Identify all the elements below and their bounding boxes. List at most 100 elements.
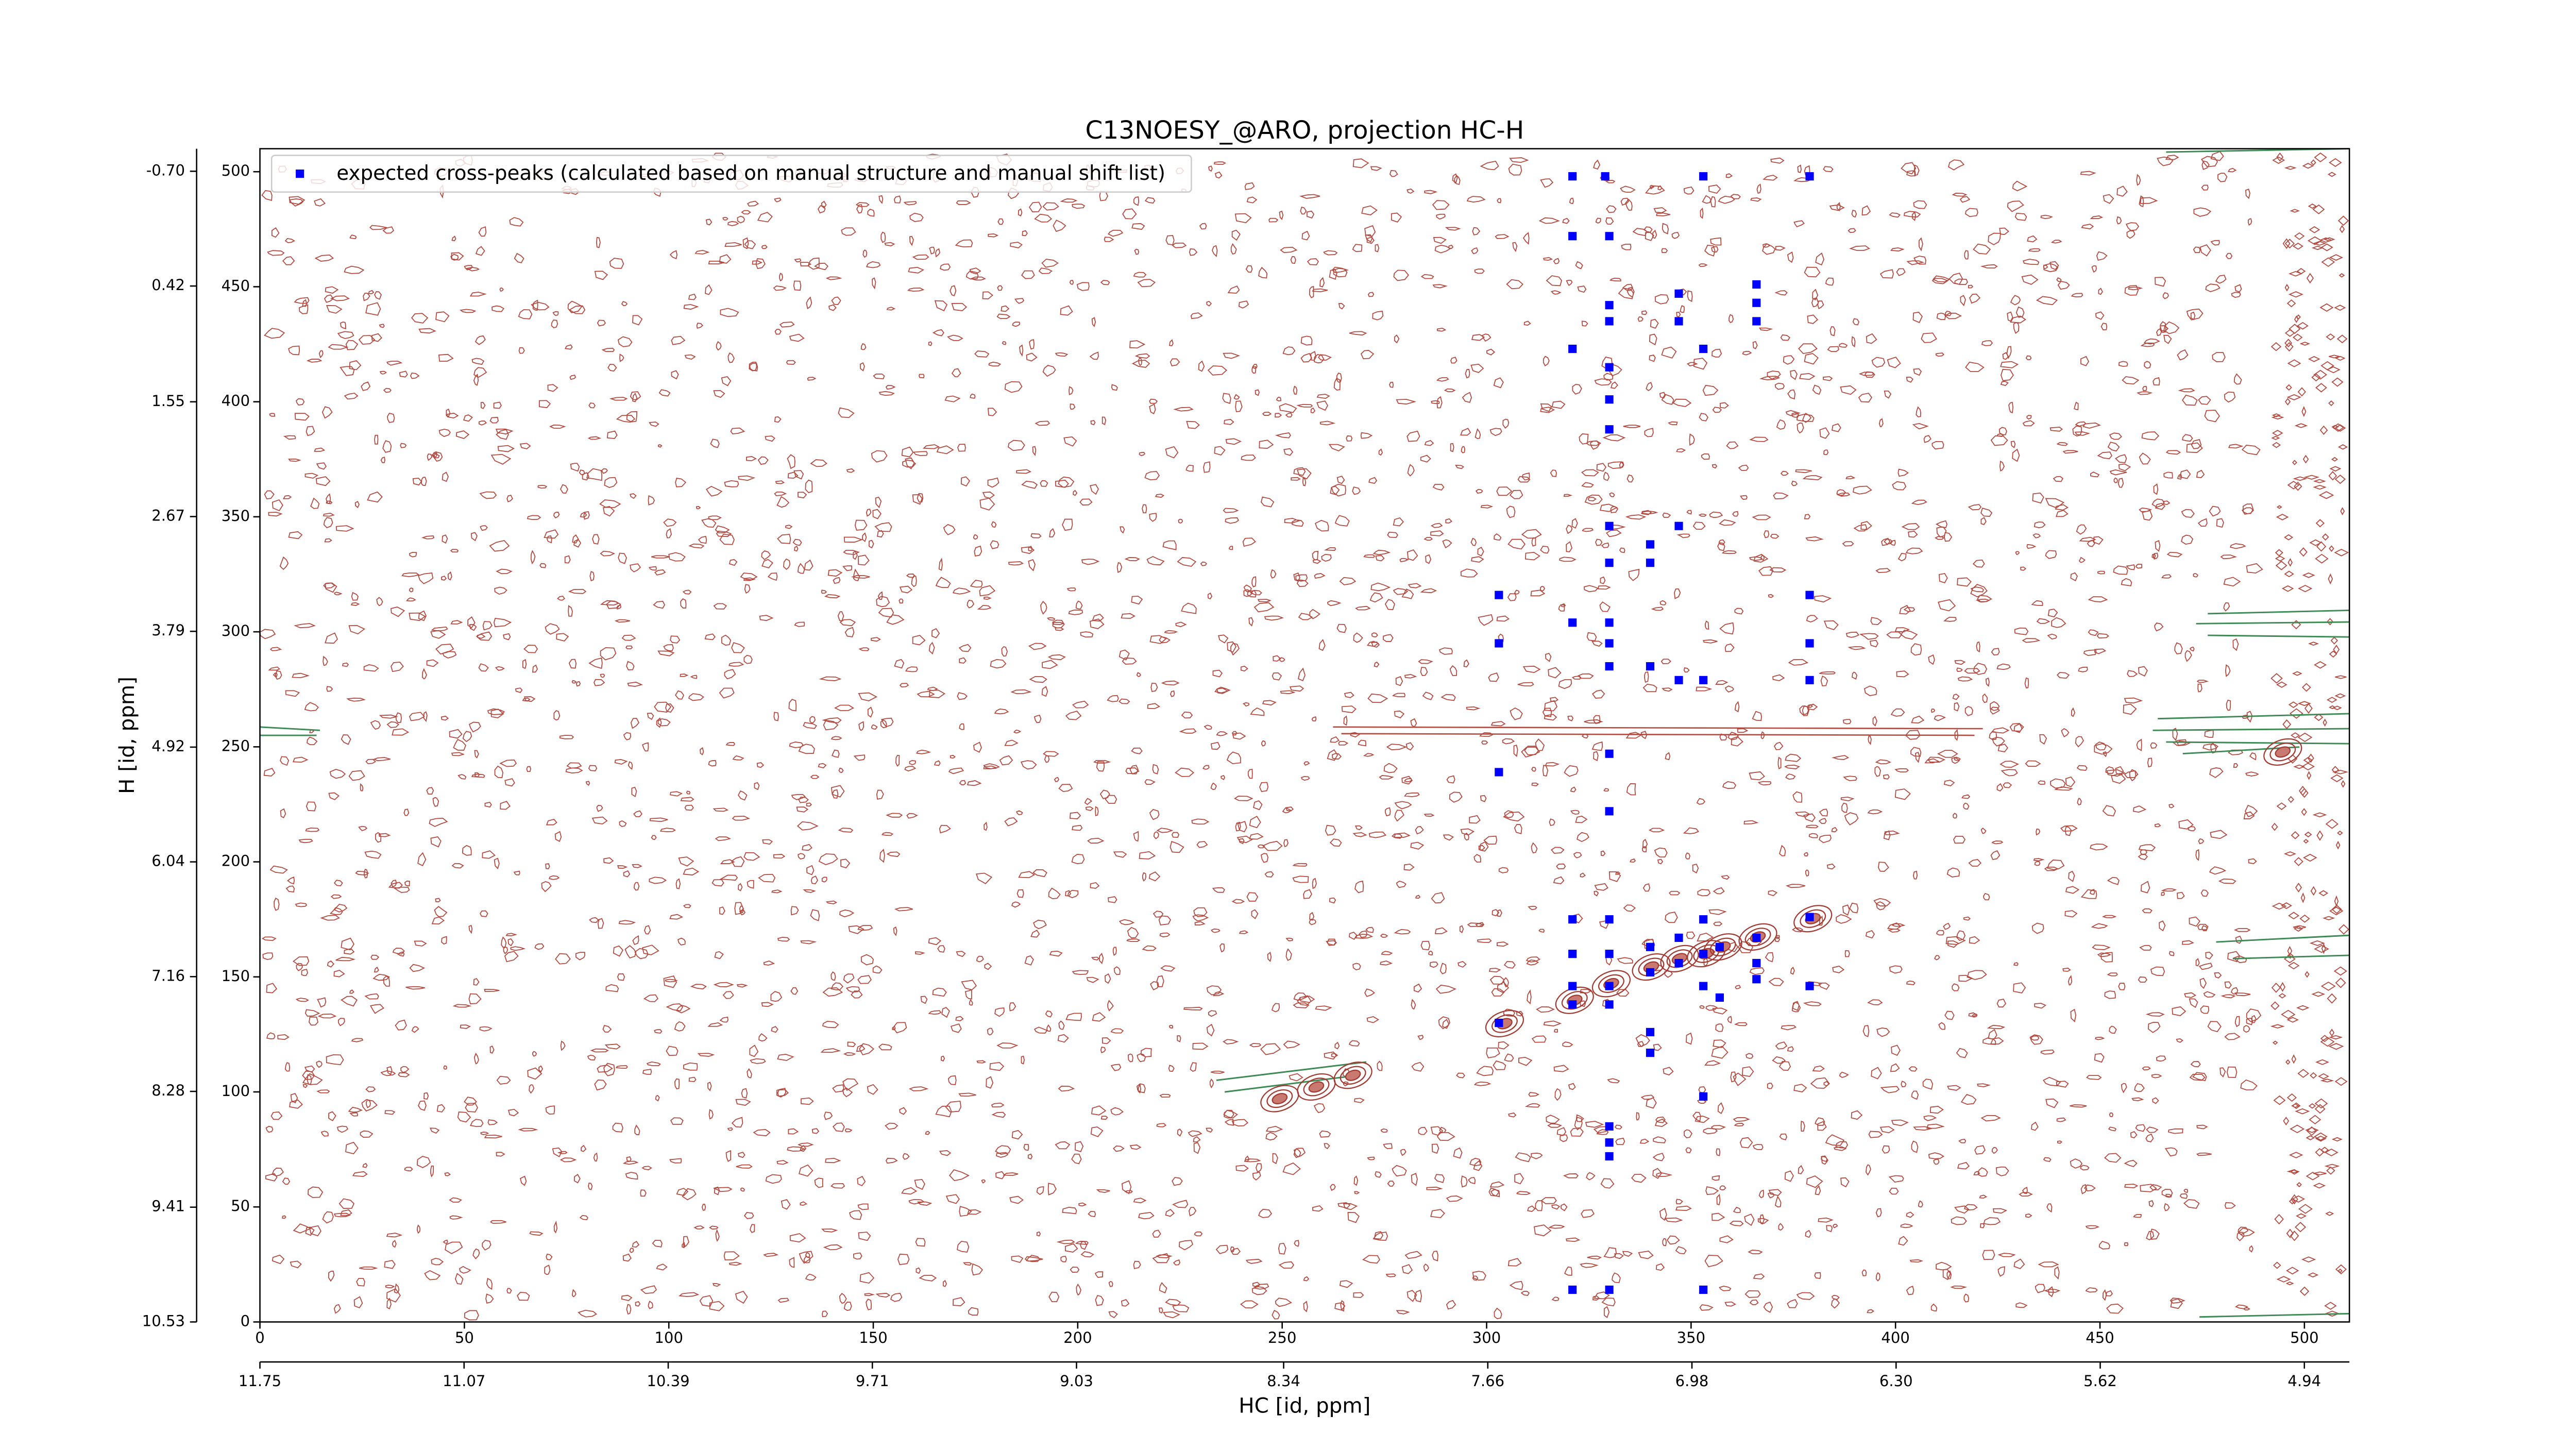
y-tick-label: 100 — [222, 1082, 250, 1100]
y-tick-label: 50 — [231, 1197, 250, 1215]
peak-contour — [2275, 746, 2291, 758]
cross-peak — [1568, 982, 1577, 990]
legend: expected cross-peaks (calculated based o… — [270, 155, 1192, 193]
cross-peak — [1605, 301, 1614, 310]
cross-peak — [1646, 540, 1655, 549]
cross-peak — [1699, 950, 1708, 958]
y-tick-label: 0 — [241, 1312, 250, 1329]
y-tick-label: 250 — [222, 737, 250, 754]
peak-contour — [1333, 1062, 1372, 1089]
cross-peak — [1805, 913, 1814, 921]
cross-peak — [1699, 344, 1708, 353]
cross-peak — [1715, 942, 1724, 951]
x-tick-label: 200 — [1063, 1329, 1092, 1346]
y2-tick-label: 8.28 — [151, 1082, 185, 1099]
x-tick-label: 450 — [2086, 1329, 2114, 1346]
x-tick-label: 350 — [1677, 1329, 1706, 1346]
y-axis-label: H [id, ppm] — [114, 677, 139, 794]
chart-title: C13NOESY_@ARO, projection HC-H — [1086, 116, 1524, 145]
x2-tick-label: 4.94 — [2287, 1372, 2321, 1390]
cross-peak — [1805, 591, 1814, 599]
cross-peak — [1605, 639, 1614, 648]
peak-contour — [1272, 1093, 1288, 1105]
cross-peak — [1605, 982, 1614, 990]
peak-contour — [1709, 937, 1736, 956]
cross-peak — [1568, 1285, 1577, 1294]
y-tick-label: 350 — [222, 507, 250, 525]
x-tick-label: 500 — [2290, 1329, 2319, 1346]
cross-peak — [1646, 1049, 1655, 1057]
cross-peak — [1495, 639, 1503, 648]
legend-label: expected cross-peaks (calculated based o… — [336, 162, 1165, 185]
peak-contour — [1591, 970, 1631, 998]
cross-peak — [1605, 1122, 1614, 1131]
cross-peak — [1605, 807, 1614, 816]
green-contour — [260, 148, 2350, 1318]
x2-tick-label: 9.03 — [1060, 1372, 1093, 1390]
x2-tick-label: 9.71 — [856, 1372, 889, 1390]
x-tick-label: 300 — [1472, 1329, 1501, 1346]
cross-peak — [1605, 915, 1614, 924]
y2-tick-label: 6.04 — [151, 852, 185, 870]
contour-layer — [259, 148, 2350, 1321]
y2-tick-label: 0.42 — [151, 276, 185, 294]
cross-peak — [1605, 521, 1614, 530]
cross-peak — [1495, 768, 1503, 777]
peak-contour — [2263, 738, 2302, 766]
cross-peak — [1699, 915, 1708, 924]
cross-peak — [1646, 662, 1655, 671]
peak-contour — [1598, 974, 1624, 993]
cross-peak — [1605, 232, 1614, 241]
peak-contour — [1561, 991, 1588, 1010]
y2-tick-label: 9.41 — [151, 1198, 185, 1215]
y2-tick-label: -0.70 — [146, 161, 185, 179]
cross-peak — [1699, 1285, 1708, 1294]
x2-tick-label: 6.98 — [1675, 1372, 1709, 1390]
cross-peak — [1674, 317, 1683, 326]
cross-peak — [1605, 317, 1614, 326]
cross-peak — [1805, 676, 1814, 684]
x-tick-label: 50 — [455, 1329, 474, 1346]
cross-peak — [1646, 559, 1655, 567]
cross-peak — [1605, 1138, 1614, 1147]
x2-tick-label: 8.34 — [1267, 1372, 1300, 1390]
cross-peak — [1674, 289, 1683, 298]
cross-peak — [1674, 933, 1683, 942]
cross-peak — [1568, 232, 1577, 241]
cross-peak — [1568, 915, 1577, 924]
x-tick-label: 100 — [654, 1329, 683, 1346]
y2-tick-label: 3.79 — [151, 621, 185, 639]
cross-peak — [1605, 618, 1614, 627]
peak-contour — [1793, 905, 1833, 933]
legend-marker — [296, 170, 304, 178]
cross-peak — [1805, 172, 1814, 181]
peak-contour — [1800, 909, 1826, 928]
peak-contour — [1303, 1077, 1330, 1097]
cross-peak — [1568, 172, 1577, 181]
peak-contour — [1660, 945, 1699, 972]
peak-contour — [1632, 953, 1671, 981]
cross-peak — [1605, 425, 1614, 434]
cross-peak — [1646, 1027, 1655, 1037]
x2-tick-label: 6.30 — [1879, 1372, 1913, 1390]
cross-peak — [1601, 172, 1609, 181]
peak-contour — [1340, 1066, 1366, 1085]
cross-peak — [1805, 982, 1814, 990]
cross-peak — [1674, 521, 1683, 530]
peak-contour — [1492, 1014, 1518, 1033]
cross-peak — [1752, 298, 1761, 307]
plot-frame — [259, 148, 2350, 1323]
cross-peak — [1674, 958, 1683, 968]
cross-peak — [1646, 942, 1655, 951]
peak-contour — [1308, 1081, 1325, 1093]
cross-peak — [1699, 982, 1708, 990]
y-tick-label: 200 — [222, 852, 250, 870]
cross-peak — [1605, 1000, 1614, 1009]
cross-peak — [1605, 662, 1614, 671]
legend-box — [270, 155, 1192, 193]
cross-peak — [1495, 591, 1503, 599]
cross-peak — [1715, 993, 1724, 1002]
